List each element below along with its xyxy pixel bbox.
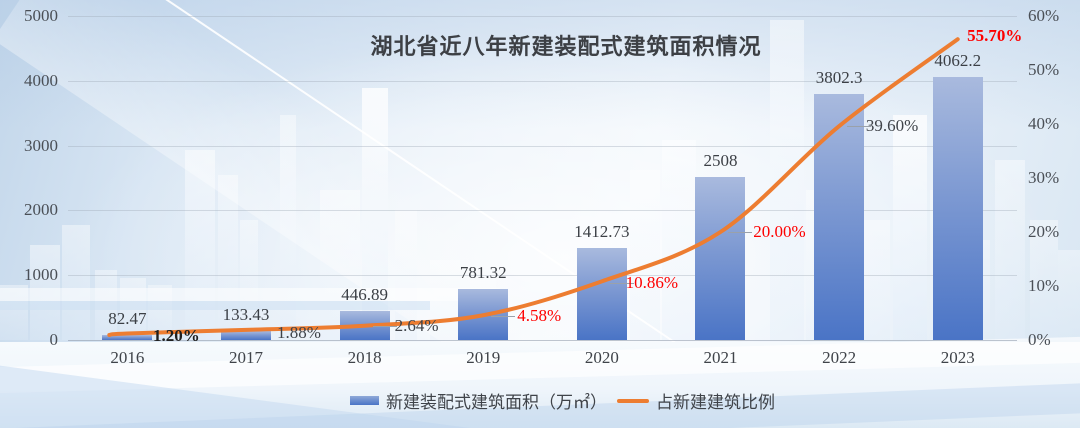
bar-2023 — [932, 76, 983, 340]
bar-value-label: 133.43 — [222, 305, 270, 325]
line-series-label: 占新建建筑比例 — [656, 393, 775, 412]
gridline — [68, 210, 1017, 212]
building-silhouette — [62, 225, 90, 340]
category-label-2023: 2023 — [940, 348, 975, 367]
building-silhouette — [1058, 250, 1080, 340]
gridline — [68, 145, 1017, 147]
ratio-label-2017: 1.88% — [276, 322, 321, 342]
right-axis-tick: 60% — [1028, 6, 1060, 25]
left-axis-tick: 2000 — [24, 200, 58, 220]
category-label-2019: 2019 — [466, 348, 501, 367]
bar-value-label: 3802.3 — [815, 67, 863, 87]
bar-series-label: 新建装配式建筑面积（万㎡） — [386, 393, 607, 412]
category-label-2022: 2022 — [822, 348, 857, 367]
ratio-label-2019: 4.58% — [517, 306, 562, 326]
bar-2017 — [220, 331, 271, 340]
category-label-2016: 2016 — [110, 348, 145, 367]
bridge-deck-highlight — [0, 288, 500, 301]
bar-value-label: 446.89 — [341, 285, 388, 305]
left-axis-tick: 4000 — [24, 70, 58, 90]
label-leader-line — [728, 232, 753, 233]
left-axis-tick: 5000 — [24, 6, 58, 25]
legend: 新建装配式建筑面积（万㎡） 占新建建筑比例 — [350, 388, 775, 413]
ratio-label-2016: 1.20% — [152, 325, 200, 345]
building-silhouette — [860, 220, 890, 340]
chart-title: 湖北省近八年新建装配式建筑面积情况 — [370, 34, 762, 59]
left-axis-tick: 0 — [49, 330, 59, 349]
right-axis-tick: 0% — [1028, 330, 1051, 349]
ratio-label-2022: 39.60% — [865, 116, 919, 136]
ratio-label-2018: 2.64% — [394, 315, 439, 335]
x-axis-line — [68, 340, 1017, 341]
bar-2016 — [102, 334, 153, 340]
bar-value-label: 781.32 — [459, 263, 507, 283]
right-axis-tick: 50% — [1028, 60, 1060, 79]
gridline — [68, 275, 1017, 277]
label-leader-line — [372, 325, 397, 327]
right-axis-tick: 30% — [1028, 168, 1060, 187]
right-axis-tick: 20% — [1028, 222, 1060, 241]
bar-value-label: 4062.2 — [934, 50, 982, 70]
line-series-swatch — [617, 398, 649, 403]
left-axis-tick: 3000 — [24, 135, 58, 155]
bar-2021 — [695, 177, 746, 340]
building-silhouette — [1030, 220, 1058, 340]
ratio-label-2023: 55.70% — [967, 26, 1023, 46]
legend-item-line-series: 占新建建筑比例 — [617, 388, 775, 413]
bar-2019 — [458, 289, 509, 340]
category-label-2017: 2017 — [228, 348, 263, 367]
bar-series-swatch — [350, 396, 379, 405]
right-axis-tick: 10% — [1028, 276, 1060, 295]
bar-value-label: 2508 — [703, 151, 738, 171]
ratio-label-2021: 20.00% — [753, 222, 806, 241]
category-label-2021: 2021 — [703, 348, 738, 367]
label-leader-line — [491, 316, 516, 318]
left-axis-tick: 1000 — [24, 265, 58, 285]
bar-2022 — [814, 93, 865, 340]
ratio-label-2020: 10.86% — [625, 273, 679, 293]
bar-value-label: 1412.73 — [574, 222, 630, 242]
right-axis-tick: 40% — [1028, 114, 1060, 133]
category-label-2018: 2018 — [347, 348, 382, 367]
legend-item-bar-series: 新建装配式建筑面积（万㎡） — [350, 388, 607, 413]
building-silhouette — [995, 160, 1025, 340]
gridline — [68, 16, 1017, 17]
category-label-2020: 2020 — [584, 348, 619, 367]
building-silhouette — [893, 115, 927, 340]
bar-2020 — [576, 248, 627, 340]
